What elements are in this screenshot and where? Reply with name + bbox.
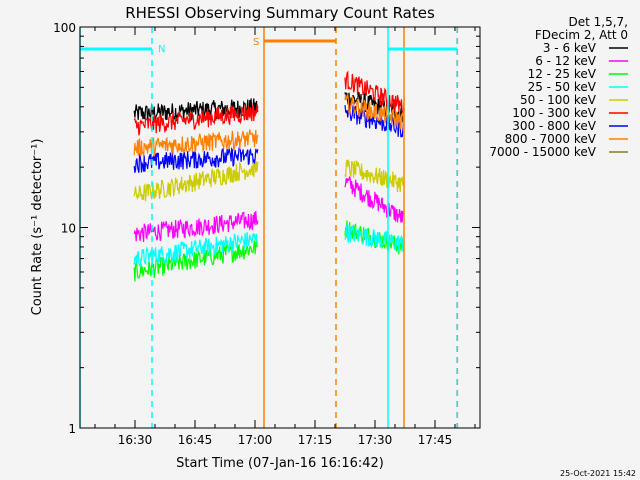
series-line-3-seg2	[344, 223, 405, 252]
x-tick-label-5: 17:45	[418, 433, 453, 447]
legend-label-3: 25 - 50 keV	[528, 80, 597, 94]
series-line-4-seg1	[133, 158, 259, 202]
x-axis-label: Start Time (07-Jan-16 16:16:42)	[176, 456, 384, 471]
legend-label-5: 100 - 300 keV	[512, 106, 596, 120]
chart-title: RHESSI Observing Summary Count Rates	[125, 4, 435, 22]
series-line-1-seg2	[344, 176, 405, 223]
x-tick-label-4: 17:30	[358, 433, 393, 447]
y-axis-label: Count Rate (s⁻¹ detector⁻¹)	[30, 139, 45, 316]
legend-header-1: Det 1,5,7,	[569, 15, 629, 29]
series-line-1-seg1	[133, 211, 259, 242]
series-line-3-seg1	[133, 232, 259, 267]
series-line-6-seg1	[133, 146, 259, 173]
x-tick-label-2: 17:00	[238, 433, 273, 447]
legend-label-1: 6 - 12 keV	[535, 54, 597, 68]
y-tick-label-2: 100	[53, 21, 76, 35]
saa-label: S	[253, 37, 259, 48]
legend-label-2: 12 - 25 keV	[528, 67, 597, 81]
x-tick-label-3: 17:15	[298, 433, 333, 447]
series-line-7-seg2	[344, 94, 405, 131]
x-tick-label-0: 16:30	[118, 433, 153, 447]
plot-area: NS	[79, 27, 459, 428]
series-line-5-seg2	[344, 70, 405, 117]
night-label: N	[158, 44, 165, 55]
plot-frame	[79, 26, 481, 429]
series-line-7-seg1	[133, 129, 259, 157]
footer-timestamp: 25-Oct-2021 15:42	[560, 469, 636, 478]
y-tick-label-1: 10	[61, 222, 76, 236]
x-tick-label-1: 16:45	[178, 433, 213, 447]
legend-label-4: 50 - 100 keV	[520, 93, 597, 107]
series-line-6-seg2	[344, 104, 405, 138]
legend-label-8: 7000 - 15000 keV	[489, 145, 596, 159]
legend-label-6: 300 - 800 keV	[512, 119, 596, 133]
legend-label-0: 3 - 6 keV	[543, 41, 597, 55]
legend-label-7: 800 - 7000 keV	[505, 132, 597, 146]
legend-header-2: FDecim 2, Att 0	[535, 28, 628, 42]
series-line-4-seg2	[344, 158, 405, 193]
series-line-2-seg1	[133, 239, 259, 282]
y-tick-label-0: 1	[68, 422, 76, 436]
series-line-5-seg1	[133, 103, 259, 136]
axes: 16:30 16:45 17:00 17:15 17:30 17:45 1 10 100	[53, 21, 480, 447]
